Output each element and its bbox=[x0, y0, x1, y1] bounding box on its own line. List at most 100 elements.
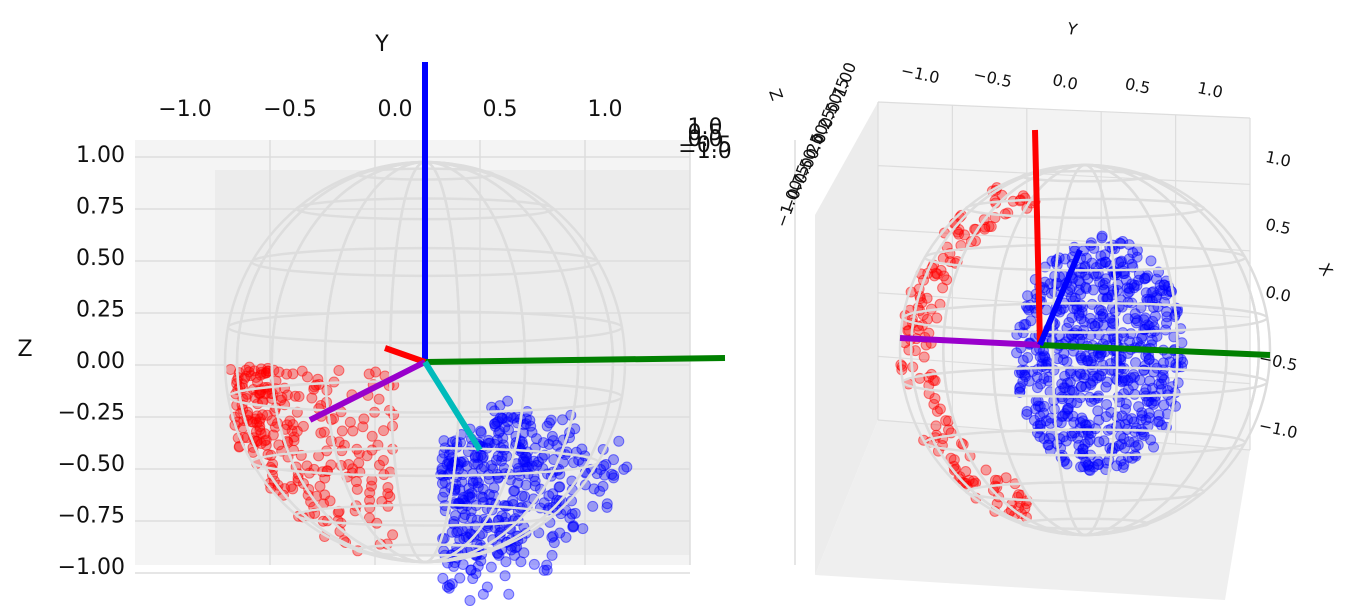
point bbox=[613, 435, 625, 447]
point bbox=[387, 529, 399, 541]
point bbox=[285, 481, 297, 493]
point bbox=[1058, 348, 1070, 360]
wire bbox=[909, 163, 1261, 537]
point bbox=[960, 466, 972, 478]
point bbox=[364, 487, 376, 499]
tick-label: 1.0 bbox=[588, 97, 623, 122]
tick-label: 1.0 bbox=[1196, 78, 1225, 102]
point bbox=[253, 416, 265, 428]
point bbox=[621, 461, 633, 473]
tick-label: 0.25 bbox=[76, 298, 125, 323]
point bbox=[1040, 415, 1052, 427]
tick-label: −1.0 bbox=[158, 97, 211, 122]
point bbox=[601, 501, 613, 513]
point bbox=[1127, 247, 1139, 259]
point bbox=[314, 480, 326, 492]
point bbox=[608, 469, 620, 481]
point bbox=[266, 415, 278, 427]
pane-grid bbox=[877, 165, 1251, 185]
point bbox=[1077, 443, 1089, 455]
point bbox=[492, 450, 504, 462]
point bbox=[554, 527, 566, 539]
point bbox=[437, 572, 449, 584]
point bbox=[499, 570, 511, 582]
side-pane bbox=[815, 102, 878, 575]
point bbox=[1066, 430, 1078, 442]
tick-label: −0.5 bbox=[678, 133, 731, 158]
tick-label: 0.5 bbox=[1123, 74, 1152, 98]
point bbox=[1101, 376, 1113, 388]
point bbox=[577, 523, 589, 535]
tick-label: −1.0 bbox=[899, 61, 941, 88]
point bbox=[1078, 316, 1090, 328]
point bbox=[1075, 380, 1087, 392]
point bbox=[937, 282, 949, 294]
tick-label: −1.0 bbox=[678, 139, 731, 164]
point bbox=[1105, 325, 1117, 337]
point bbox=[1011, 347, 1023, 359]
point bbox=[458, 494, 470, 506]
point bbox=[1102, 292, 1114, 304]
point bbox=[496, 510, 508, 522]
point bbox=[1136, 332, 1148, 344]
point bbox=[437, 491, 449, 503]
point bbox=[505, 411, 517, 423]
point bbox=[465, 505, 477, 517]
point bbox=[443, 582, 455, 594]
point bbox=[1084, 464, 1096, 476]
axis-arrow bbox=[424, 355, 726, 365]
point bbox=[560, 531, 572, 543]
point bbox=[1146, 382, 1158, 394]
point bbox=[1116, 255, 1128, 267]
point bbox=[952, 226, 964, 238]
tick-label: −0.50 bbox=[58, 452, 125, 477]
point bbox=[1138, 364, 1150, 376]
point bbox=[1161, 311, 1173, 323]
point bbox=[1111, 460, 1123, 472]
point bbox=[921, 313, 933, 325]
point bbox=[1122, 287, 1134, 299]
point bbox=[597, 480, 609, 492]
point bbox=[1145, 255, 1157, 267]
pane-grid bbox=[877, 101, 1251, 119]
point bbox=[1071, 397, 1083, 409]
tick-label: 1.0 bbox=[688, 115, 723, 140]
point bbox=[1082, 355, 1094, 367]
point bbox=[1130, 357, 1142, 369]
point bbox=[1093, 414, 1105, 426]
point bbox=[1086, 257, 1098, 269]
point bbox=[601, 498, 613, 510]
point bbox=[489, 418, 501, 430]
point bbox=[1065, 367, 1077, 379]
point bbox=[301, 460, 313, 472]
point bbox=[477, 483, 489, 495]
point bbox=[455, 456, 467, 468]
tick-label: −0.5 bbox=[1257, 348, 1299, 375]
point bbox=[1076, 329, 1088, 341]
point bbox=[546, 549, 558, 561]
point bbox=[324, 495, 336, 507]
axis-arrow bbox=[1032, 129, 1043, 346]
point bbox=[475, 425, 487, 437]
point bbox=[501, 450, 513, 462]
point bbox=[1074, 367, 1086, 379]
point bbox=[1040, 304, 1052, 316]
point bbox=[444, 579, 456, 591]
point bbox=[260, 434, 272, 446]
point bbox=[980, 464, 992, 476]
point bbox=[373, 459, 385, 471]
point bbox=[524, 414, 536, 426]
point bbox=[347, 425, 359, 437]
tick-label: 0.00 bbox=[76, 349, 125, 374]
point bbox=[296, 365, 308, 377]
point bbox=[1082, 459, 1094, 471]
point bbox=[1114, 419, 1126, 431]
point bbox=[273, 439, 285, 451]
point bbox=[1126, 413, 1138, 425]
point bbox=[384, 491, 396, 503]
tick-label: 0.5 bbox=[483, 97, 518, 122]
point bbox=[1055, 417, 1067, 429]
point bbox=[520, 479, 532, 491]
axis-label: Y bbox=[1064, 19, 1079, 40]
